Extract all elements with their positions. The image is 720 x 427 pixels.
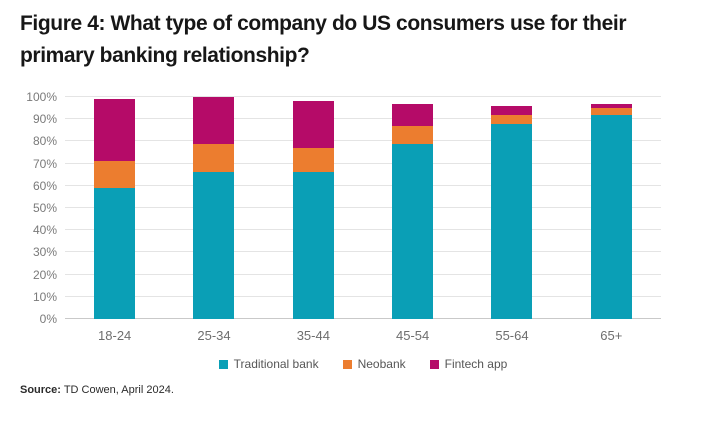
y-axis-tick-label: 70% bbox=[32, 156, 57, 171]
y-axis-tick-label: 0% bbox=[39, 312, 57, 326]
bar-segment-neobank bbox=[590, 108, 632, 115]
legend-label: Traditional bank bbox=[233, 357, 319, 371]
x-axis-category-label: 35-44 bbox=[296, 328, 330, 343]
source-label: Source: bbox=[20, 384, 61, 396]
bar-column-25-34 bbox=[164, 97, 263, 319]
gridline bbox=[65, 251, 661, 253]
bar-segment-fintech-app bbox=[292, 101, 334, 149]
bar-segment-traditional-bank bbox=[292, 172, 334, 319]
x-axis-category-label: 55-64 bbox=[495, 328, 529, 343]
stacked-bar-45-54 bbox=[392, 97, 434, 319]
legend-item-neobank: Neobank bbox=[342, 357, 406, 371]
x-axis-category-label: 25-34 bbox=[197, 328, 231, 343]
legend-swatch-fintech-app bbox=[429, 359, 439, 369]
x-axis: 18-24 25-34 35-44 45-54 55-64 65+ bbox=[65, 328, 661, 343]
source-text: TD Cowen, April 2024. bbox=[63, 384, 174, 396]
y-axis-tick-label: 80% bbox=[32, 134, 57, 149]
bar-segment-traditional-bank bbox=[193, 172, 235, 319]
bar-column-18-24 bbox=[65, 97, 164, 319]
gridline bbox=[65, 229, 661, 231]
bar-segment-fintech-app bbox=[590, 103, 632, 109]
bar-segment-fintech-app bbox=[193, 97, 235, 144]
bar-segment-traditional-bank bbox=[392, 143, 434, 319]
bar-column-35-44 bbox=[264, 97, 363, 319]
bar-segment-traditional-bank bbox=[590, 114, 632, 319]
bar-segment-neobank bbox=[392, 125, 434, 144]
gridline bbox=[65, 273, 661, 275]
y-axis-tick-label: 50% bbox=[32, 201, 57, 215]
gridline bbox=[65, 184, 661, 186]
legend-item-traditional-bank: Traditional bank bbox=[218, 357, 319, 371]
gridline bbox=[65, 96, 661, 97]
bar-segment-fintech-app bbox=[491, 105, 533, 115]
bar-segment-traditional-bank bbox=[94, 188, 136, 319]
figure-title-line2: primary banking relationship? bbox=[20, 44, 310, 67]
gridline bbox=[65, 162, 661, 164]
bar-segment-fintech-app bbox=[392, 103, 434, 126]
gridline bbox=[65, 140, 661, 142]
gridline bbox=[65, 118, 661, 120]
y-axis: 0% 10% 20% 30% 40% 50% 60% 70% 80% 90% 100% bbox=[0, 90, 57, 326]
legend-swatch-neobank bbox=[342, 359, 352, 369]
x-axis-category-label: 65+ bbox=[600, 328, 623, 343]
chart-legend: Traditional bank Neobank Fintech app bbox=[65, 357, 661, 371]
bar-segment-neobank bbox=[491, 114, 533, 124]
y-axis-tick-label: 30% bbox=[32, 245, 57, 260]
stacked-bar-35-44 bbox=[292, 97, 334, 319]
legend-item-fintech-app: Fintech app bbox=[429, 357, 508, 371]
legend-swatch-traditional-bank bbox=[218, 359, 228, 369]
gridline bbox=[65, 295, 661, 297]
y-axis-tick-label: 40% bbox=[32, 223, 57, 238]
source-note: Source: TD Cowen, April 2024. bbox=[20, 384, 174, 396]
y-axis-tick-label: 60% bbox=[32, 178, 57, 193]
bar-segment-neobank bbox=[292, 148, 334, 173]
legend-label: Fintech app bbox=[444, 357, 508, 371]
legend-label: Neobank bbox=[357, 357, 406, 371]
bar-segment-traditional-bank bbox=[491, 123, 533, 319]
y-axis-tick-label: 20% bbox=[32, 267, 57, 282]
bar-series bbox=[65, 97, 661, 319]
stacked-bar-55-64 bbox=[491, 97, 533, 319]
y-axis-tick-label: 10% bbox=[32, 289, 57, 304]
bar-column-45-54 bbox=[363, 97, 462, 319]
figure-title-line1: Figure 4: What type of company do US con… bbox=[20, 12, 627, 35]
x-axis-category-label: 18-24 bbox=[98, 328, 132, 343]
bar-segment-fintech-app bbox=[94, 99, 136, 162]
bar-segment-neobank bbox=[94, 161, 136, 189]
stacked-bar-18-24 bbox=[94, 97, 136, 319]
figure-title: Figure 4: What type of company do US con… bbox=[20, 8, 626, 72]
gridline bbox=[65, 207, 661, 208]
stacked-bar-chart-plot-area bbox=[65, 96, 661, 319]
x-axis-category-label: 45-54 bbox=[396, 328, 430, 343]
bar-column-65 bbox=[562, 97, 661, 319]
y-axis-tick-label: 90% bbox=[32, 112, 57, 127]
bar-column-55-64 bbox=[462, 97, 561, 319]
stacked-bar-65 bbox=[590, 97, 632, 319]
gridline bbox=[65, 318, 661, 319]
y-axis-tick-label: 100% bbox=[26, 90, 57, 104]
stacked-bar-25-34 bbox=[193, 97, 235, 319]
bar-segment-neobank bbox=[193, 143, 235, 173]
